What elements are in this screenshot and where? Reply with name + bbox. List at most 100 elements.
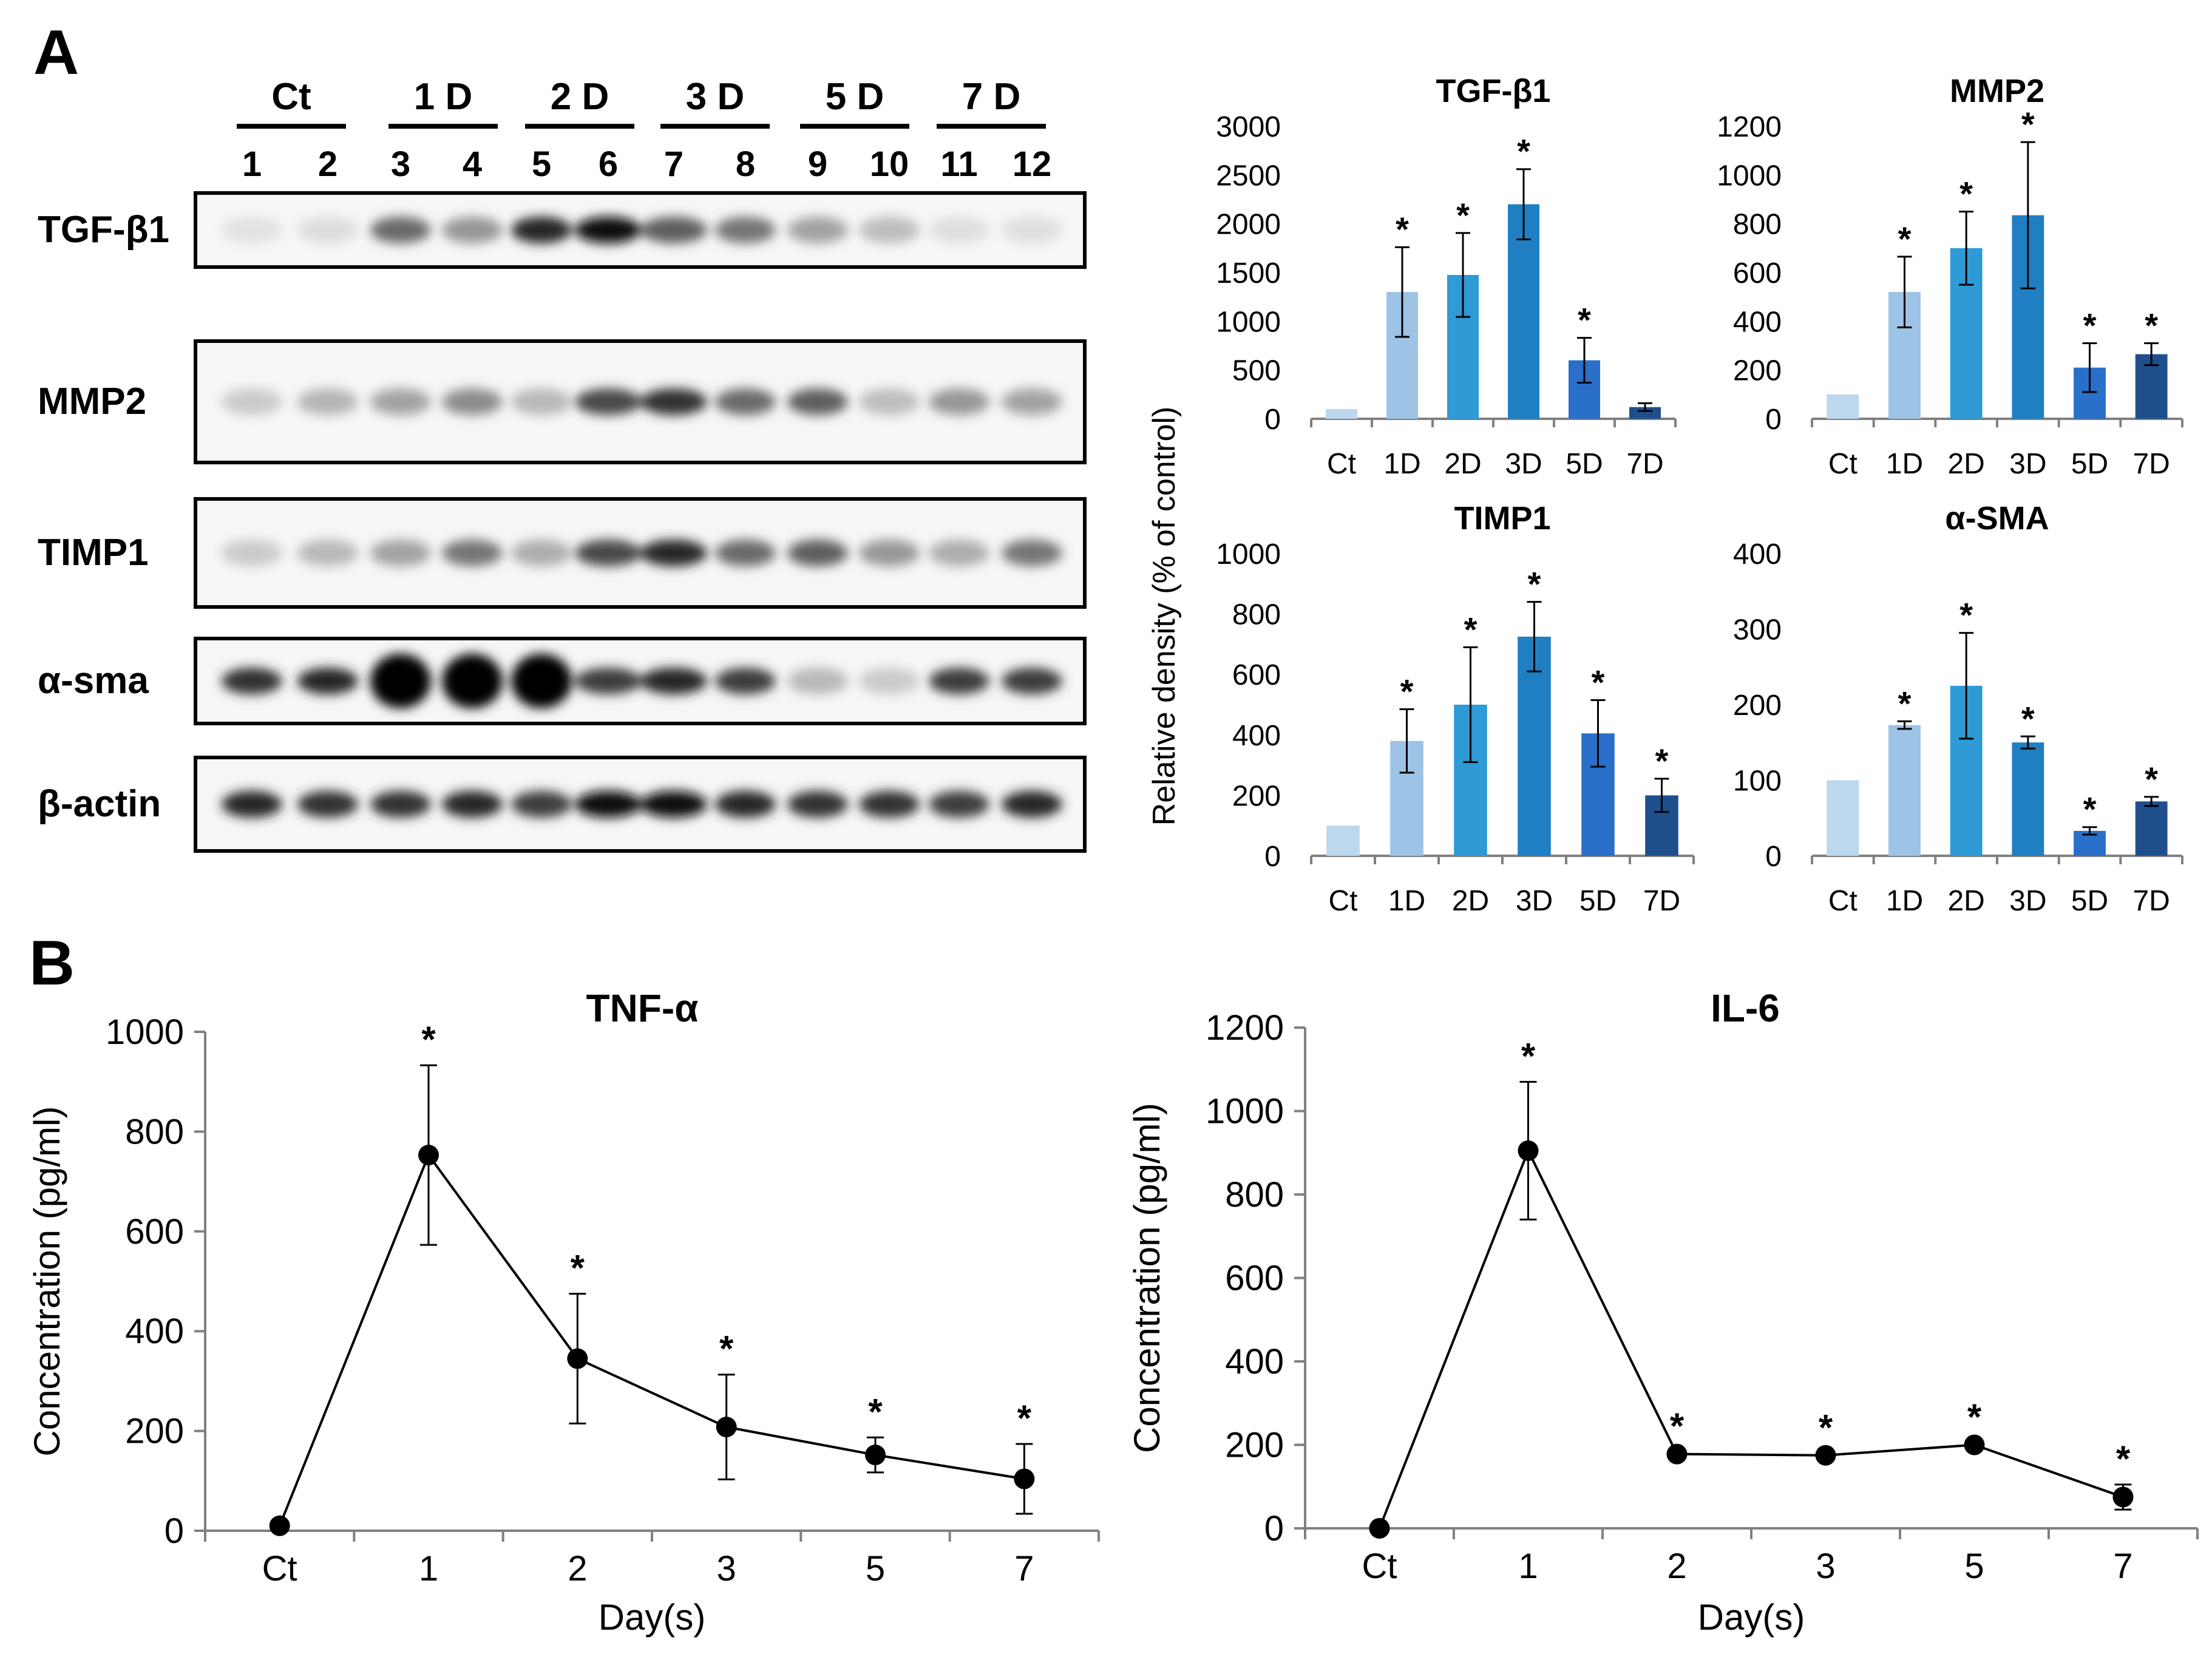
bar bbox=[1827, 394, 1859, 419]
group-label: 1 D bbox=[414, 76, 472, 118]
significance-marker: * bbox=[1655, 742, 1669, 780]
protein-label: TGF-β1 bbox=[38, 209, 169, 251]
blot-band bbox=[511, 654, 572, 708]
group-label: 5 D bbox=[826, 76, 884, 118]
lane-number: 9 bbox=[808, 144, 827, 184]
x-tick-label: 5 bbox=[866, 1549, 885, 1588]
y-tick-label: 300 bbox=[1733, 614, 1782, 646]
y-tick-label: 0 bbox=[1264, 841, 1281, 873]
blot-band bbox=[715, 791, 776, 818]
x-tick-label: 3 bbox=[1816, 1547, 1835, 1586]
significance-marker: * bbox=[1959, 175, 1973, 213]
bar-chart-title: α-SMA bbox=[1945, 500, 2049, 537]
blot-band bbox=[511, 791, 572, 818]
y-tick-label: 1000 bbox=[106, 1012, 184, 1052]
bar bbox=[1629, 407, 1661, 419]
blot-band bbox=[575, 388, 642, 415]
bar-chart: MMP2 0 200 400 600 800 1000 1200 Ct * 1D * 2D * 3D * 5D *… bbox=[1717, 73, 2183, 480]
blot-band bbox=[715, 668, 776, 694]
lane-number: 5 bbox=[532, 144, 551, 184]
data-point bbox=[716, 1417, 737, 1438]
lane-number: 1 bbox=[242, 144, 262, 184]
blot-band bbox=[1002, 791, 1062, 818]
group-label: 2 D bbox=[551, 76, 609, 118]
blot-band bbox=[222, 668, 282, 694]
blot-band bbox=[442, 654, 503, 708]
y-tick-label: 1000 bbox=[1216, 306, 1281, 338]
y-tick-label: 600 bbox=[1733, 257, 1782, 290]
data-point bbox=[2112, 1486, 2134, 1508]
data-point bbox=[1964, 1434, 1985, 1455]
blot-band bbox=[297, 668, 358, 694]
blot-band bbox=[442, 217, 503, 243]
blot-band bbox=[787, 540, 848, 566]
significance-marker: * bbox=[1592, 663, 1605, 702]
x-tick-label: 5D bbox=[1579, 885, 1617, 917]
blot-band bbox=[929, 217, 989, 243]
blot-band bbox=[370, 791, 431, 818]
blot-band bbox=[640, 217, 707, 243]
y-tick-label: 1200 bbox=[1717, 111, 1782, 143]
blot-band bbox=[929, 668, 989, 694]
bar-charts-panel-a: Relative density (% of control) TGF-β1 0 50… bbox=[1147, 73, 2183, 917]
y-tick-label: 200 bbox=[1232, 780, 1281, 812]
y-tick-label: 0 bbox=[1264, 1509, 1284, 1548]
band-group bbox=[222, 540, 1062, 566]
lane-number: 2 bbox=[318, 144, 338, 184]
band-group bbox=[222, 791, 1062, 818]
blot-band bbox=[640, 388, 707, 415]
band-group bbox=[222, 654, 1062, 708]
blot-band bbox=[859, 217, 920, 243]
significance-marker: * bbox=[1578, 301, 1591, 339]
blot-band bbox=[442, 540, 503, 566]
y-tick-label: 400 bbox=[1733, 538, 1782, 571]
bar-chart: TIMP1 0 200 400 600 800 1000 Ct * 1D * 2D * 3D * 5D * 7D bbox=[1216, 500, 1695, 917]
y-tick-label: 800 bbox=[1232, 599, 1281, 631]
y-tick-label: 1500 bbox=[1216, 257, 1281, 290]
blot-band bbox=[1002, 388, 1062, 415]
significance-marker: * bbox=[571, 1248, 585, 1289]
series-line bbox=[1378, 1147, 2124, 1529]
blot-band bbox=[640, 791, 707, 818]
x-tick-label: 1D bbox=[1388, 885, 1425, 917]
x-tick-label: 2 bbox=[1667, 1547, 1686, 1586]
data-point bbox=[1369, 1518, 1390, 1539]
y-tick-label: 0 bbox=[1264, 404, 1281, 436]
y-tick-label: 1200 bbox=[1206, 1008, 1284, 1048]
bar-chart-title: TIMP1 bbox=[1454, 500, 1550, 537]
blot-band bbox=[222, 217, 282, 243]
x-tick-label: Ct bbox=[1327, 448, 1356, 480]
group-label: 7 D bbox=[962, 76, 1020, 118]
y-tick-label: 600 bbox=[1225, 1259, 1284, 1298]
blot-band bbox=[575, 668, 642, 694]
significance-marker: * bbox=[2145, 760, 2158, 798]
y-tick-label: 3000 bbox=[1216, 111, 1281, 143]
data-point bbox=[865, 1445, 886, 1466]
x-tick-label: 5D bbox=[2071, 448, 2108, 480]
band-group bbox=[222, 217, 1062, 243]
significance-marker: * bbox=[1517, 132, 1530, 171]
y-tick-label: 600 bbox=[125, 1212, 184, 1252]
blot-band bbox=[222, 791, 282, 818]
significance-marker: * bbox=[2145, 306, 2158, 344]
y-tick-label: 200 bbox=[125, 1412, 184, 1451]
y-tick-label: 400 bbox=[1225, 1342, 1284, 1381]
lane-number: 6 bbox=[599, 144, 618, 184]
x-tick-label: 2D bbox=[1444, 448, 1481, 480]
x-tick-label: 7D bbox=[2132, 448, 2170, 480]
blot-band bbox=[370, 540, 431, 566]
x-tick-label: 7 bbox=[1014, 1549, 1034, 1588]
x-tick-label: 3D bbox=[2009, 448, 2046, 480]
blot-band bbox=[1002, 217, 1062, 243]
significance-marker: * bbox=[2116, 1438, 2131, 1479]
x-tick-label: 1D bbox=[1383, 448, 1420, 480]
data-point bbox=[418, 1145, 439, 1166]
x-tick-label: 3D bbox=[2009, 885, 2046, 917]
panel-b-letter: B bbox=[29, 928, 75, 998]
bar-chart: TGF-β1 0 500 1000 1500 2000 2500 3000 Ct * 1D * 2D * 3… bbox=[1216, 73, 1677, 480]
significance-marker: * bbox=[719, 1329, 734, 1369]
x-tick-label: Ct bbox=[262, 1549, 297, 1588]
x-tick-label: Ct bbox=[1828, 885, 1857, 917]
